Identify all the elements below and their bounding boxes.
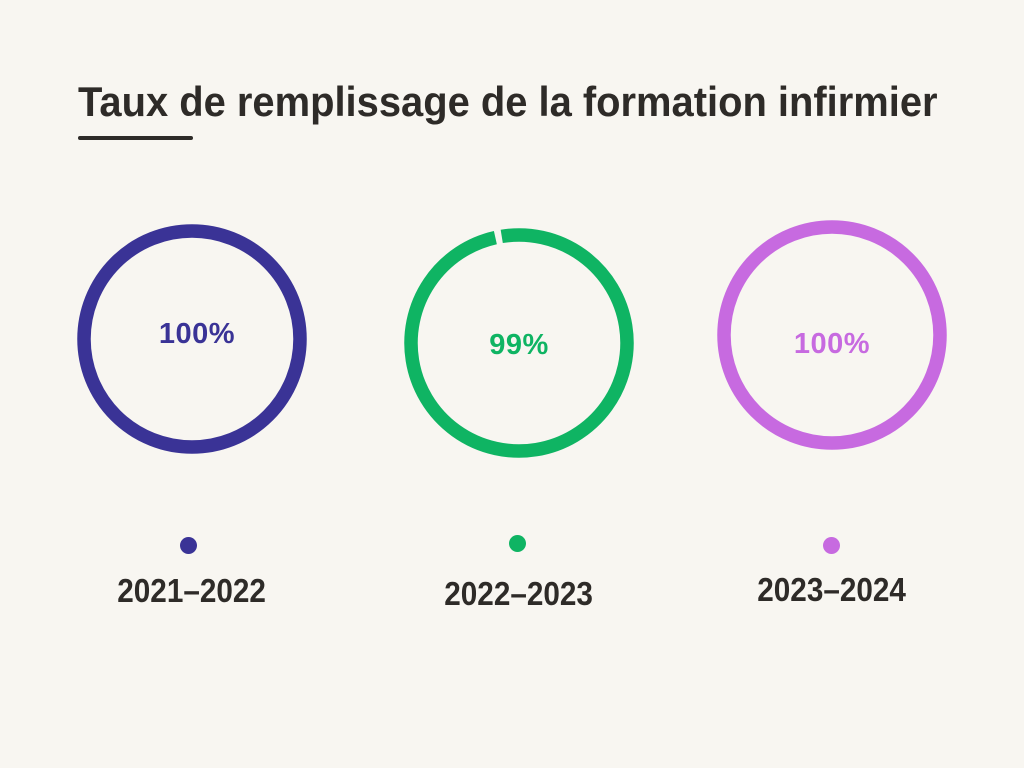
- title-accent-underline: [78, 136, 193, 140]
- donut-ring-svg: [404, 228, 634, 458]
- ring-arc: [717, 220, 947, 450]
- legend-dot: [823, 537, 840, 554]
- legend-dot: [180, 537, 197, 554]
- chart-title-text: Taux de remplissage de la formation infi…: [78, 78, 938, 125]
- ring-arc: [77, 224, 307, 454]
- chart-title: Taux de remplissage de la formation infi…: [78, 81, 983, 123]
- donut-ring-2021-2022: 100%: [76, 223, 308, 455]
- period-label-text: 2021–2022: [117, 572, 267, 609]
- period-label: 2023–2024: [702, 573, 962, 606]
- donut-ring-2023-2024: 100%: [716, 219, 948, 451]
- legend-dot: [509, 535, 526, 552]
- period-label-text: 2023–2024: [757, 571, 907, 608]
- donut-ring-2022-2023: 99%: [403, 227, 635, 459]
- ring-arc: [404, 228, 634, 458]
- period-label-text: 2022–2023: [444, 575, 594, 612]
- donut-ring-svg: [77, 224, 307, 454]
- period-label: 2022–2023: [389, 577, 649, 610]
- period-label: 2021–2022: [62, 574, 322, 607]
- donut-ring-svg: [717, 220, 947, 450]
